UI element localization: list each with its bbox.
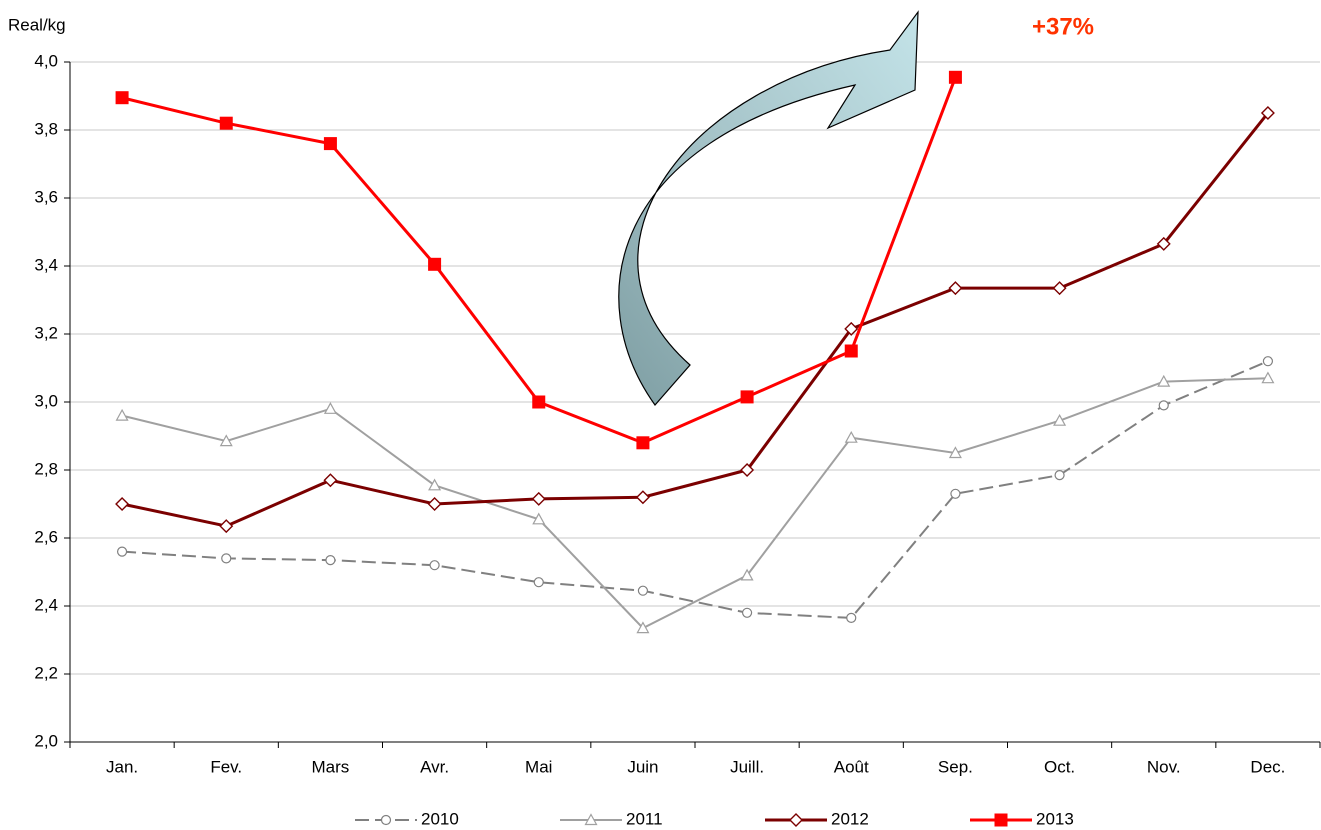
- marker: [740, 463, 755, 477]
- legend-label: 2010: [421, 809, 459, 828]
- y-axis-label: Real/kg: [8, 15, 66, 34]
- marker: [1157, 374, 1171, 387]
- marker: [533, 577, 544, 588]
- y-tick-label: 3,0: [34, 391, 58, 410]
- marker: [323, 402, 337, 414]
- marker: [1260, 106, 1275, 120]
- y-tick-label: 2,8: [34, 459, 58, 478]
- marker: [428, 257, 442, 271]
- x-tick-label: Dec.: [1250, 757, 1285, 776]
- marker: [950, 488, 961, 499]
- marker: [1262, 356, 1274, 367]
- marker: [741, 607, 753, 618]
- legend-label: 2012: [831, 809, 869, 828]
- legend: 2010 2011 2012 2013: [355, 809, 1074, 828]
- marker: [636, 436, 650, 450]
- marker: [1052, 281, 1067, 296]
- marker: [323, 473, 338, 488]
- marker: [531, 491, 546, 506]
- x-tick-label: Fev.: [210, 757, 242, 776]
- marker: [635, 490, 650, 505]
- series-line: [121, 377, 1268, 630]
- marker: [994, 813, 1008, 827]
- legend-label: 2013: [1036, 809, 1074, 828]
- y-tick-label: 3,2: [34, 323, 58, 342]
- y-tick-label: 2,2: [34, 663, 58, 682]
- marker: [1054, 470, 1065, 481]
- x-tick-label: Juin: [627, 757, 658, 776]
- y-tick-label: 3,4: [34, 255, 58, 274]
- marker: [1156, 236, 1171, 251]
- marker: [115, 408, 129, 421]
- marker: [846, 612, 857, 624]
- plot-area: 2,0 2,2 2,4 2,6 2,8 3,0 3,2 3,4 3,6 3,8 4,0 Jan. Fev…: [34, 51, 1321, 776]
- x-tick-label: Sep.: [938, 757, 973, 776]
- marker: [789, 813, 803, 827]
- x-tick-label: Juill.: [730, 757, 764, 776]
- marker: [948, 70, 962, 84]
- marker: [844, 430, 858, 443]
- marker: [428, 478, 442, 491]
- marker: [532, 512, 546, 525]
- curved-arrow: [618, 10, 919, 406]
- marker: [115, 497, 130, 511]
- marker: [219, 116, 233, 130]
- marker: [116, 546, 128, 557]
- series-line: [122, 360, 1269, 619]
- x-tick-label: Août: [834, 757, 869, 776]
- y-tick-label: 2,4: [34, 595, 58, 614]
- y-tick-label: 4,0: [34, 51, 58, 70]
- legend-label: 2011: [626, 809, 663, 828]
- x-tick-label: Mai: [525, 757, 552, 776]
- marker: [1261, 371, 1275, 384]
- marker: [1053, 413, 1067, 426]
- marker: [740, 390, 754, 404]
- marker: [532, 395, 546, 409]
- marker: [221, 553, 232, 564]
- marker: [325, 554, 336, 566]
- x-tick-label: Mars: [312, 757, 350, 776]
- x-tick-label: Avr.: [420, 757, 449, 776]
- marker: [115, 91, 129, 105]
- marker: [948, 446, 962, 459]
- series-line: [121, 112, 1270, 528]
- marker: [219, 519, 234, 534]
- x-tick-label: Nov.: [1147, 757, 1181, 776]
- marker: [844, 344, 858, 358]
- y-tick-label: 2,6: [34, 527, 58, 546]
- marker: [637, 585, 649, 596]
- annotation: +37%: [1032, 13, 1094, 40]
- y-tick-label: 3,8: [34, 119, 58, 138]
- marker: [323, 137, 337, 151]
- marker: [429, 560, 440, 571]
- marker: [740, 568, 754, 581]
- marker: [380, 814, 392, 826]
- marker: [219, 434, 233, 447]
- y-tick-label: 3,6: [34, 187, 58, 206]
- x-tick-label: Jan.: [106, 757, 138, 776]
- marker: [1158, 400, 1169, 411]
- y-tick-label: 2,0: [34, 731, 58, 750]
- x-tick-label: Oct.: [1044, 757, 1075, 776]
- marker: [844, 321, 859, 336]
- marker: [427, 497, 442, 511]
- marker: [636, 621, 650, 634]
- marker: [584, 813, 598, 826]
- marker: [948, 281, 963, 296]
- series-line: [121, 76, 957, 445]
